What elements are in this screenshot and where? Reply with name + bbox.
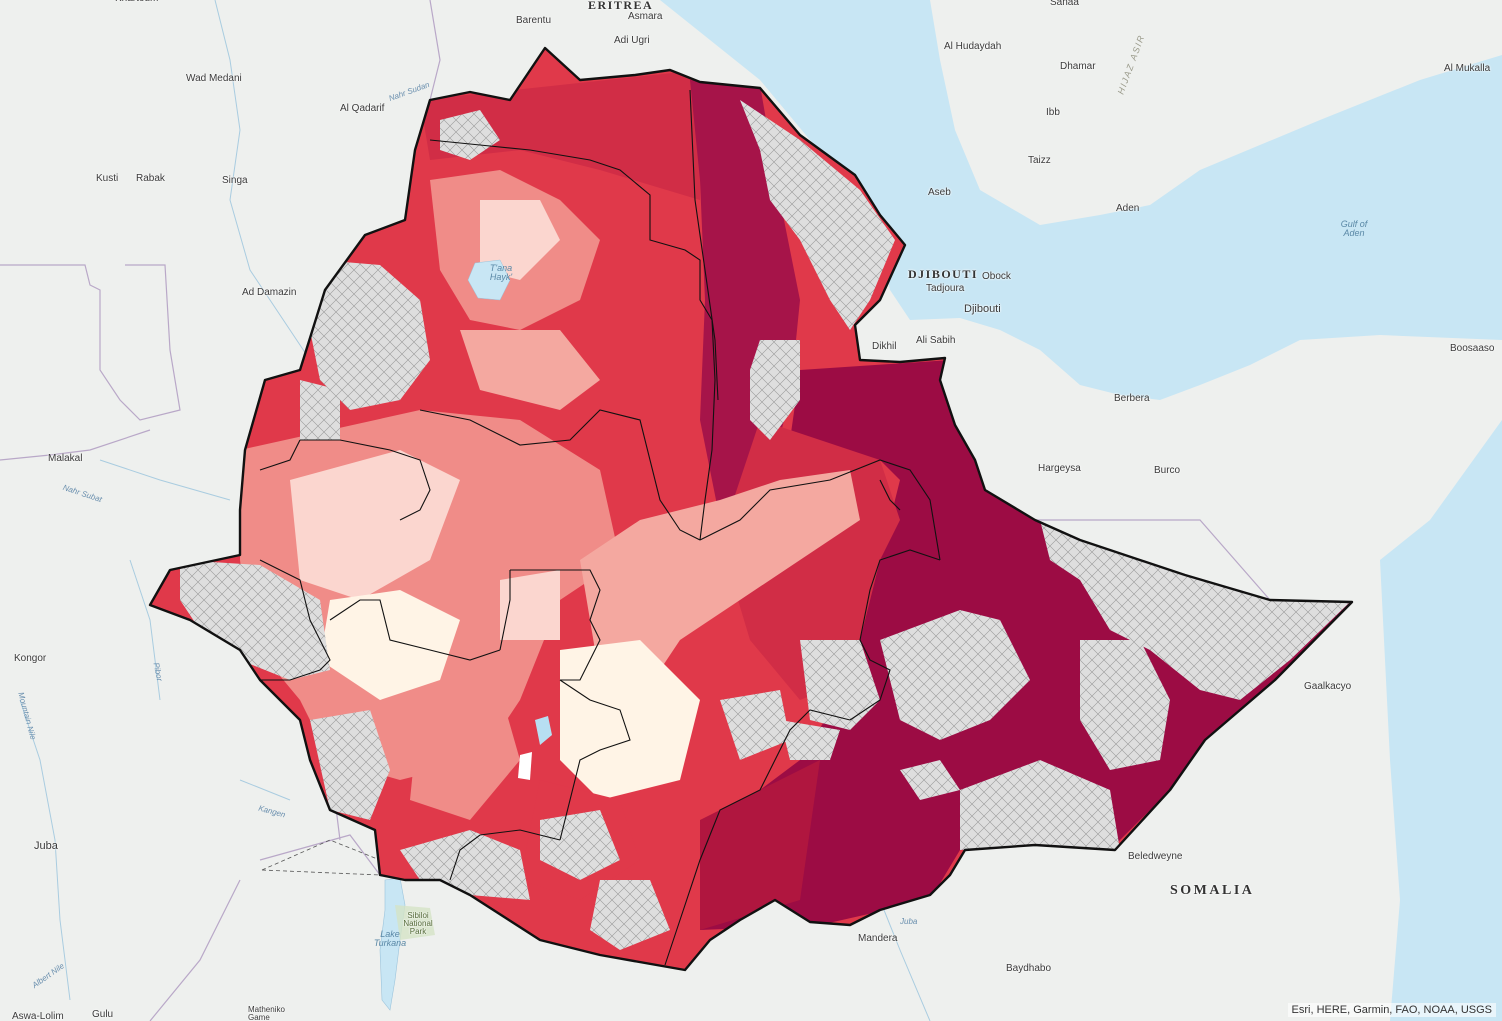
city-al-mukalla: Al Mukalla <box>1444 63 1491 74</box>
city-ad-damazin: Ad Damazin <box>242 287 297 298</box>
label-river-juba: Juba <box>900 917 918 926</box>
city-obock: Obock <box>982 271 1011 282</box>
city-asmara: Asmara <box>628 11 663 22</box>
label-eritrea: ERITREA <box>588 0 654 12</box>
label-sibiloi: Sibiloi National Park <box>403 911 433 936</box>
city-dhamar: Dhamar <box>1060 61 1096 72</box>
city-aswa-lolim: Aswa-Lolim <box>12 1011 64 1021</box>
city-al-hudaydah: Al Hudaydah <box>944 41 1002 52</box>
ethiopia-raster <box>150 48 1352 970</box>
city-boosaaso: Boosaaso <box>1450 343 1495 354</box>
city-kongor: Kongor <box>14 653 47 664</box>
city-sanaa: Sanaa <box>1050 0 1079 8</box>
city-barentu: Barentu <box>516 15 552 26</box>
city-gulu: Gulu <box>92 1009 114 1020</box>
sea <box>660 0 1502 1021</box>
city-malakal: Malakal <box>48 453 83 464</box>
city-berbera: Berbera <box>1114 393 1150 404</box>
label-lake-tana: T'ana Hayk' <box>489 263 513 282</box>
city-aseb: Aseb <box>928 187 951 198</box>
ethiopia-border <box>148 46 1354 972</box>
city-baydhabo: Baydhabo <box>1006 963 1052 974</box>
city-kusti: Kusti <box>96 173 119 184</box>
city-singa: Singa <box>222 175 248 186</box>
city-hargeysa: Hargeysa <box>1038 463 1081 474</box>
city-beledweyne: Beledweyne <box>1128 851 1183 862</box>
city-khartoum: Khartoum <box>115 0 158 4</box>
city-taizz: Taizz <box>1028 155 1051 166</box>
label-somalia: SOMALIA <box>1170 883 1255 898</box>
kenya-border <box>261 839 381 876</box>
city-juba: Juba <box>34 840 58 852</box>
label-gulf-of-aden: Gulf of Aden <box>1340 219 1368 238</box>
city-matheniko: Matheniko Game <box>248 1005 285 1021</box>
city-tadjoura: Tadjoura <box>926 283 965 294</box>
city-adi-ugri: Adi Ugri <box>614 35 650 46</box>
label-lake-turkana: Lake Turkana <box>373 929 407 948</box>
city-al-qadarif: Al Qadarif <box>340 103 385 114</box>
map-attribution: Esri, HERE, Garmin, FAO, NOAA, USGS <box>1287 1003 1496 1017</box>
city-burco: Burco <box>1154 465 1181 476</box>
city-wad-medani: Wad Medani <box>186 73 242 84</box>
city-rabak: Rabak <box>136 173 165 184</box>
rivers <box>19 0 931 1021</box>
city-mandera: Mandera <box>858 933 898 944</box>
city-ali-sabih: Ali Sabih <box>916 335 956 346</box>
city-djibouti: Djibouti <box>964 303 1001 315</box>
label-djibouti-country: DJIBOUTI <box>908 267 979 281</box>
city-galkacyo: Gaalkacyo <box>1304 681 1352 692</box>
city-dikhil: Dikhil <box>872 341 897 352</box>
city-ibb: Ibb <box>1046 107 1060 118</box>
city-aden: Aden <box>1116 203 1140 214</box>
sibiloi-park <box>395 905 435 940</box>
